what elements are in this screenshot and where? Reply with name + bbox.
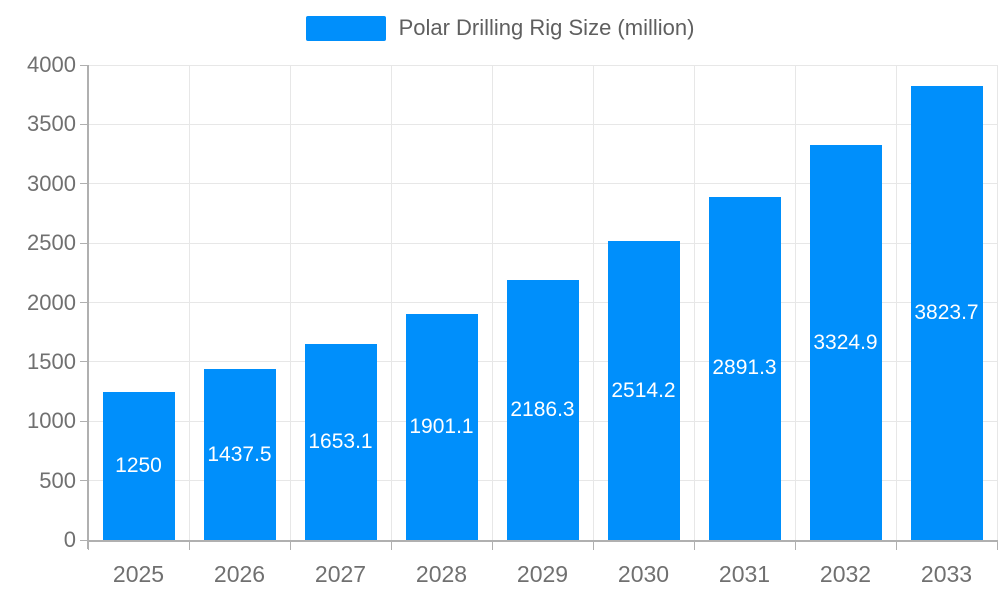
gridline-vertical (996, 65, 998, 540)
y-tick-label: 4000 (27, 52, 76, 77)
y-axis-tick (80, 64, 88, 66)
bar-value-label: 1250 (115, 453, 162, 477)
bar-2028[interactable]: 1901.1 (405, 314, 478, 540)
gridline-horizontal (88, 183, 997, 185)
x-axis-tick (895, 542, 897, 550)
gridline-vertical (491, 65, 493, 540)
gridline-horizontal (88, 64, 997, 66)
x-axis-line (87, 540, 998, 542)
gridline-vertical (592, 65, 594, 540)
bar-value-label: 2186.3 (510, 398, 575, 422)
x-tick-label: 2031 (718, 561, 771, 587)
y-axis-line (87, 65, 89, 549)
bar-2029[interactable]: 2186.3 (506, 280, 579, 540)
bar-value-label: 2514.2 (611, 378, 676, 402)
x-axis-tick (289, 542, 291, 550)
x-axis-tick (390, 542, 392, 550)
bar-value-label: 1653.1 (308, 429, 373, 453)
y-axis-tick (80, 420, 88, 422)
x-axis-tick (693, 542, 695, 550)
bar-value-label: 1437.5 (207, 442, 272, 466)
gridline-horizontal (88, 123, 997, 125)
x-axis-tick (188, 542, 190, 550)
gridline-horizontal (88, 242, 997, 244)
y-tick-label: 500 (39, 467, 76, 493)
bar-value-label: 2891.3 (712, 356, 777, 380)
gridline-vertical (895, 65, 897, 540)
y-tick-label: 2500 (27, 230, 76, 256)
x-tick-label: 2029 (516, 561, 569, 587)
y-axis-tick (80, 361, 88, 363)
gridline-vertical (794, 65, 796, 540)
x-tick-label: 2028 (415, 561, 468, 587)
y-tick-label: 1500 (27, 348, 76, 374)
bar-2025[interactable]: 1250 (102, 391, 175, 540)
y-tick-label: 3000 (27, 170, 76, 196)
x-tick-label: 2033 (920, 561, 973, 587)
legend: Polar Drilling Rig Size (million) (0, 15, 1000, 41)
legend-swatch[interactable] (305, 15, 386, 41)
y-axis-tick (80, 183, 88, 185)
bar-2030[interactable]: 2514.2 (607, 241, 680, 540)
y-tick-label: 0 (63, 527, 76, 552)
x-axis-tick (794, 542, 796, 550)
y-tick-label: 1000 (27, 408, 76, 434)
bar-2027[interactable]: 1653.1 (304, 343, 377, 540)
y-axis-tick (80, 242, 88, 244)
bar-2031[interactable]: 2891.3 (708, 196, 781, 540)
x-axis-tick (996, 542, 998, 550)
gridline-vertical (289, 65, 291, 540)
x-tick-label: 2025 (112, 561, 165, 587)
y-axis-tick (80, 302, 88, 303)
bar-value-label: 3823.7 (914, 300, 979, 324)
bar-2026[interactable]: 1437.5 (203, 369, 276, 540)
x-tick-label: 2027 (314, 561, 367, 587)
y-tick-label: 3500 (27, 111, 76, 137)
x-axis-tick (491, 542, 493, 550)
bar-value-label: 3324.9 (813, 330, 878, 354)
x-tick-label: 2032 (819, 561, 872, 587)
bar-2033[interactable]: 3823.7 (910, 85, 983, 540)
gridline-vertical (188, 65, 190, 540)
legend-label[interactable]: Polar Drilling Rig Size (million) (398, 15, 695, 40)
x-axis-tick (592, 542, 594, 550)
x-tick-label: 2026 (213, 561, 266, 587)
bar-2032[interactable]: 3324.9 (809, 145, 882, 540)
y-tick-label: 2000 (27, 289, 76, 315)
y-axis-tick (80, 539, 88, 541)
y-axis-tick (80, 480, 88, 482)
gridline-vertical (390, 65, 392, 540)
bar-value-label: 1901.1 (409, 415, 474, 439)
x-tick-label: 2030 (617, 561, 670, 587)
y-axis-tick (80, 123, 88, 125)
gridline-vertical (693, 65, 695, 540)
